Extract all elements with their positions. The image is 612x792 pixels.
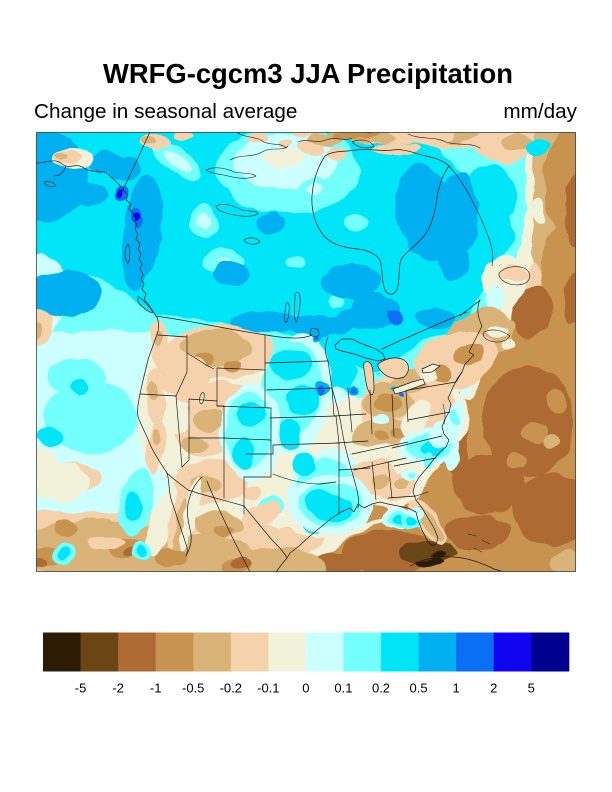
svg-text:-0.2: -0.2	[220, 681, 242, 696]
svg-text:-0.1: -0.1	[257, 681, 279, 696]
svg-text:5: 5	[528, 681, 535, 696]
svg-text:-2: -2	[112, 681, 124, 696]
svg-text:0.2: 0.2	[372, 681, 390, 696]
svg-text:-0.5: -0.5	[182, 681, 204, 696]
svg-text:-1: -1	[150, 681, 162, 696]
svg-text:1: 1	[453, 681, 460, 696]
svg-text:-5: -5	[75, 681, 87, 696]
svg-text:0.5: 0.5	[410, 681, 428, 696]
svg-text:0.1: 0.1	[334, 681, 352, 696]
svg-text:0: 0	[302, 681, 309, 696]
svg-text:2: 2	[490, 681, 497, 696]
